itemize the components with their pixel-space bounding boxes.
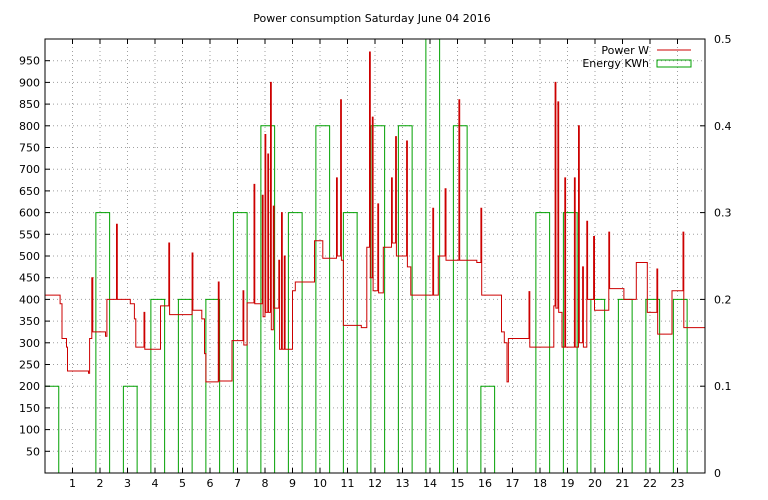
x-tick-label: 11 (341, 477, 355, 490)
energy-bar (177, 298, 193, 473)
x-tick-label: 15 (451, 477, 465, 490)
y-tick-label: 850 (19, 98, 40, 111)
y-tick-label: 750 (19, 142, 40, 155)
x-tick-label: 10 (313, 477, 327, 490)
x-tick-label: 21 (616, 477, 630, 490)
chart-title: Power consumption Saturday June 04 2016 (253, 12, 490, 25)
energy-bar (95, 212, 111, 473)
y-tick-label: 950 (19, 55, 40, 68)
energy-bar (342, 212, 358, 473)
y-tick-label: 300 (19, 337, 40, 350)
y-tick-label: 500 (19, 250, 40, 263)
legend-label: Energy KWh (582, 57, 649, 70)
x-tick-label: 12 (368, 477, 382, 490)
y-tick-label: 50 (26, 445, 40, 458)
energy-bar (370, 125, 386, 473)
energy-bar (535, 212, 551, 473)
y2-tick-label: 0.2 (714, 293, 732, 306)
grid-lines (45, 39, 705, 473)
y2-tick-label: 0 (714, 467, 721, 480)
energy-bar (315, 125, 331, 473)
energy-bar (452, 125, 468, 473)
x-tick-label: 13 (396, 477, 410, 490)
energy-bar (645, 298, 661, 473)
x-tick-label: 18 (533, 477, 547, 490)
y-tick-label: 150 (19, 402, 40, 415)
y-tick-label: 450 (19, 272, 40, 285)
y-tick-label: 650 (19, 185, 40, 198)
power-series (45, 51, 705, 383)
x-tick-label: 16 (478, 477, 492, 490)
x-tick-label: 22 (643, 477, 657, 490)
legend-swatch-energy (656, 59, 692, 68)
y-tick-label: 900 (19, 76, 40, 89)
y-tick-label: 200 (19, 380, 40, 393)
energy-bar (122, 385, 138, 473)
x-tick-label: 4 (152, 477, 159, 490)
y-tick-label: 700 (19, 163, 40, 176)
x-tick-label: 17 (506, 477, 520, 490)
y-tick-label: 350 (19, 315, 40, 328)
x-tick-label: 8 (262, 477, 269, 490)
x-tick-label: 7 (234, 477, 241, 490)
y-tick-label: 800 (19, 120, 40, 133)
x-tick-label: 19 (561, 477, 575, 490)
x-tick-label: 20 (588, 477, 602, 490)
x-tick-label: 14 (423, 477, 437, 490)
y2-tick-label: 0.5 (714, 33, 732, 46)
x-tick-label: 6 (207, 477, 214, 490)
y-tick-label: 250 (19, 359, 40, 372)
x-tick-label: 9 (289, 477, 296, 490)
x-tick-label: 5 (179, 477, 186, 490)
energy-bar (260, 125, 276, 473)
energy-bar (672, 298, 688, 473)
energy-bar (480, 385, 496, 473)
y-tick-label: 400 (19, 293, 40, 306)
energy-bar (205, 298, 221, 473)
y-tick-label: 100 (19, 424, 40, 437)
y2-tick-label: 0.1 (714, 380, 732, 393)
axes: 1 2 3 4 5 6 7 8 9 10 11 12 13 14 15 16 17 18 19 20 21 22 23501… (19, 33, 732, 490)
y2-tick-label: 0.4 (714, 120, 732, 133)
x-tick-label: 2 (97, 477, 104, 490)
energy-bar (562, 212, 578, 473)
x-tick-label: 1 (69, 477, 76, 490)
y2-tick-label: 0.3 (714, 207, 732, 220)
energy-bar (287, 212, 303, 473)
power-line (45, 51, 705, 383)
legend-label: Power W (601, 44, 649, 57)
x-tick-label: 23 (671, 477, 685, 490)
energy-bar (397, 125, 413, 473)
y-tick-label: 600 (19, 207, 40, 220)
energy-bar (150, 298, 166, 473)
y-tick-label: 550 (19, 228, 40, 241)
energy-bar (590, 298, 606, 473)
x-tick-label: 3 (124, 477, 131, 490)
